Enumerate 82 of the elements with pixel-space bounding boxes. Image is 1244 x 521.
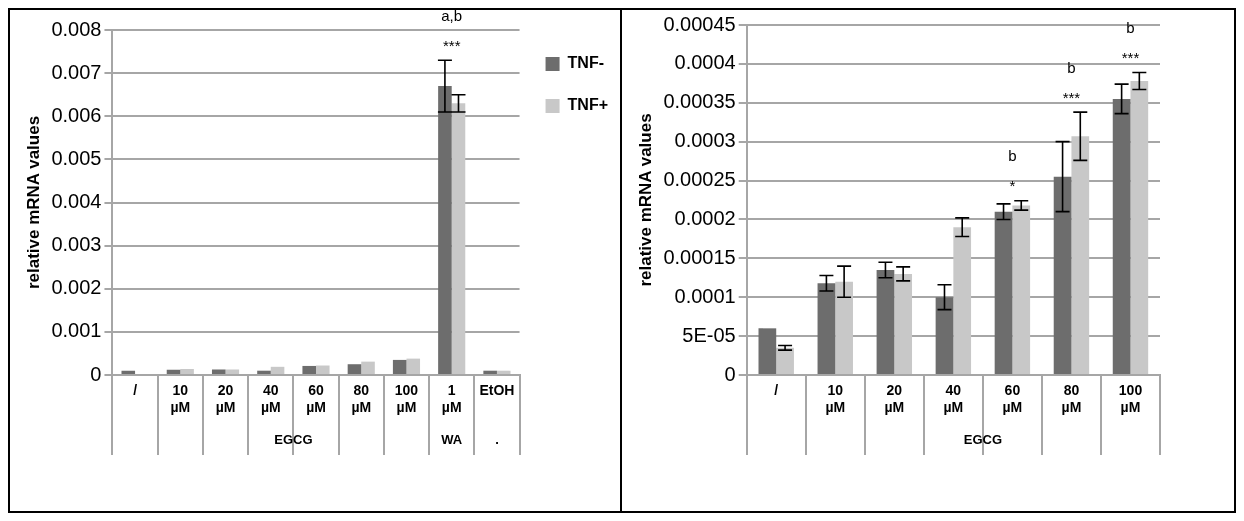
y-tick-label: 0.008 [51,17,102,40]
x-tick-label: 10 µM [170,382,191,416]
bar [953,227,972,374]
text: EGCG [963,431,1003,447]
annotation: *** [1062,88,1081,106]
bar [257,370,271,374]
bar [483,370,497,374]
x-tick-label: / [774,382,779,399]
bar [361,361,375,374]
bar [392,359,407,374]
bar [935,297,954,374]
y-tick-label: 0.002 [51,276,102,299]
y-tick-label: 0.0002 [674,206,736,229]
annotation: a,b [441,6,463,24]
annotation: b [1126,19,1135,37]
bar [817,283,836,374]
bar [758,328,777,374]
y-tick-label: 0.001 [51,319,102,342]
y-tick-label: 5E-05 [682,323,736,346]
bar [166,369,181,374]
x-tick-label: 100 µM [394,382,419,416]
bar [451,103,466,374]
y-tick-label: 0.00035 [663,90,736,113]
bar [1071,136,1090,374]
bar [1112,98,1131,374]
y-tick-label: 0.00045 [663,12,736,35]
x-tick-label: / [133,382,138,399]
y-tick-label: 0.007 [51,60,102,83]
bar [835,281,853,374]
bar [776,347,794,374]
annotation: b [1067,58,1076,76]
annotation: *** [442,36,461,54]
annotation: *** [1121,49,1140,67]
bar [316,365,330,374]
x-tick-label: 20 µM [884,382,905,416]
bar [1012,205,1031,374]
bar [347,364,362,374]
annotation: b [1008,147,1017,165]
bar [438,86,452,374]
text: . [495,431,499,447]
bar [211,369,226,374]
bar [894,273,913,374]
y-tick-label: 0.005 [51,146,102,169]
bar [1053,176,1072,374]
x-tick-label: 60 µM [1002,382,1023,416]
bar [1130,81,1149,374]
legend-label: TNF+ [567,96,609,114]
y-tick-label: 0.004 [51,190,102,213]
y-tick-label: 0.003 [51,233,102,256]
y-axis-title: relative mRNA values [23,115,43,290]
x-tick-label: 80 µM [1061,382,1082,416]
x-tick-label: 40 µM [260,382,281,416]
legend-label: TNF- [567,54,604,72]
annotation: * [1009,177,1016,195]
x-tick-label: 1 µM [441,382,462,416]
bar [225,369,240,374]
bar [121,370,136,374]
y-tick-label: 0.006 [51,103,102,126]
bar [302,365,316,374]
x-tick-label: 100 µM [1118,382,1143,416]
text: WA [441,431,463,447]
y-axis-title: relative mRNA values [635,113,655,287]
bar [876,270,895,374]
y-tick-label: 0.0003 [674,129,736,152]
bar [994,211,1013,374]
y-tick-label: 0.0001 [674,284,736,307]
x-tick-label: 40 µM [943,382,964,416]
x-tick-label: 20 µM [215,382,236,416]
bar [180,368,194,374]
x-tick-label: 60 µM [306,382,326,416]
x-tick-label: 80 µM [351,382,372,416]
text: EGCG [274,431,313,447]
y-tick-label: 0.0004 [674,51,736,74]
x-tick-label: 10 µM [825,382,846,416]
y-tick-label: 0 [90,362,102,385]
y-tick-label: 0.00015 [663,245,736,268]
bar [406,358,421,374]
y-tick-label: 0.00025 [663,168,736,191]
bar [270,366,285,374]
x-tick-label: EtOH [479,382,515,399]
y-tick-label: 0 [724,362,736,385]
bar [496,370,511,374]
